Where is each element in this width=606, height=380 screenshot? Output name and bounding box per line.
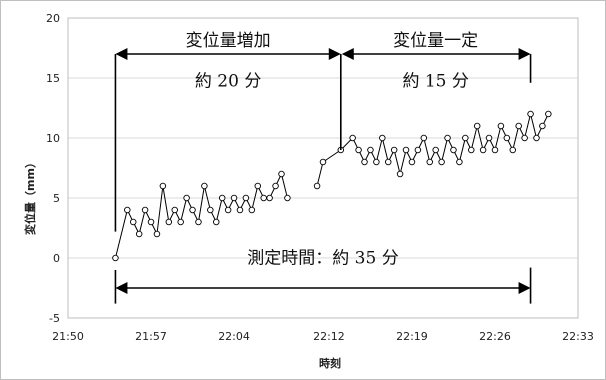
- data-point: [201, 182, 208, 190]
- data-point: [171, 206, 178, 214]
- data-point: [414, 146, 422, 154]
- data-point: [141, 206, 149, 214]
- data-point: [129, 218, 137, 226]
- data-point: [503, 134, 511, 142]
- data-point: [236, 206, 244, 214]
- x-tick-label: 22:04: [218, 330, 250, 343]
- data-point: [473, 122, 481, 130]
- data-point: [468, 146, 475, 154]
- x-tick-label: 22:33: [562, 330, 594, 343]
- data-point: [189, 206, 196, 214]
- data-point: [402, 146, 410, 154]
- series-layer: [112, 110, 552, 262]
- increase-label: 変位量増加: [186, 31, 271, 51]
- data-point: [135, 230, 143, 238]
- data-point: [384, 158, 392, 166]
- data-point: [124, 206, 131, 214]
- data-point: [438, 158, 445, 166]
- constant-arrow-head-left: [341, 48, 354, 60]
- x-tick-label: 21:50: [52, 330, 84, 343]
- y-tick-label: -5: [49, 312, 60, 325]
- data-point: [426, 158, 433, 166]
- data-point: [533, 134, 540, 142]
- data-point: [147, 218, 155, 226]
- data-point: [396, 170, 404, 178]
- data-point: [112, 254, 119, 262]
- data-point: [278, 170, 285, 178]
- data-point: [432, 146, 439, 154]
- x-tick-label: 22:19: [396, 330, 428, 343]
- data-point: [497, 122, 505, 130]
- data-point: [349, 134, 356, 142]
- data-point: [207, 206, 214, 214]
- data-point: [313, 182, 321, 190]
- y-tick-label: 0: [53, 252, 60, 265]
- data-point: [485, 134, 493, 142]
- data-point: [213, 218, 220, 226]
- increase-duration-label: 約 20 分: [195, 71, 261, 91]
- data-point: [242, 194, 250, 202]
- data-point: [165, 218, 173, 226]
- data-point: [491, 146, 499, 154]
- series-0: [112, 110, 552, 262]
- data-point: [515, 122, 522, 130]
- increase-arrow-head-right: [328, 48, 341, 60]
- y-tick-label: 15: [46, 72, 60, 85]
- x-tick-label: 22:26: [479, 330, 511, 343]
- y-tick-label: 10: [46, 132, 60, 145]
- data-point: [319, 158, 327, 166]
- data-point: [183, 194, 190, 202]
- data-point: [373, 158, 380, 166]
- y-tick-label: 20: [46, 12, 60, 25]
- increase-arrow-head-left: [115, 48, 128, 60]
- data-point: [153, 230, 161, 238]
- data-point: [248, 206, 256, 214]
- x-tick-label: 21:57: [135, 330, 167, 343]
- data-point: [462, 134, 469, 142]
- data-point: [408, 158, 416, 166]
- data-point: [266, 194, 273, 202]
- data-point: [260, 194, 267, 202]
- constant-duration-label: 約 15 分: [402, 71, 468, 91]
- data-point: [450, 146, 457, 154]
- data-point: [218, 194, 226, 202]
- axes: -5 0 5 10 15 20 21:50 21:57 22:04 22:12 22:19 22:26…: [46, 12, 594, 343]
- y-axis-title: 変位量（mm）: [23, 157, 37, 235]
- data-point: [230, 194, 238, 202]
- data-point: [456, 158, 463, 166]
- data-point: [177, 218, 184, 226]
- data-point: [539, 122, 546, 130]
- data-point: [479, 146, 487, 154]
- constant-arrow-head-right: [518, 48, 531, 60]
- data-point: [367, 146, 374, 154]
- data-point: [379, 134, 386, 142]
- x-axis-title: 時刻: [319, 356, 341, 370]
- total-duration-label: 測定時間：約 35 分: [247, 249, 398, 269]
- total-arrow-head-left: [115, 282, 128, 294]
- data-point: [509, 146, 517, 154]
- data-point: [254, 182, 262, 190]
- data-point: [355, 146, 362, 154]
- x-tick-label: 22:12: [313, 330, 345, 343]
- data-point: [361, 158, 368, 166]
- constant-label: 変位量一定: [393, 31, 478, 51]
- data-point: [527, 110, 534, 118]
- plot-area-border: [67, 17, 579, 319]
- data-point: [444, 134, 451, 142]
- data-point: [224, 206, 232, 214]
- data-point: [420, 134, 428, 142]
- data-point: [521, 134, 528, 142]
- data-point: [284, 194, 291, 202]
- data-point: [195, 218, 202, 226]
- y-tick-label: 5: [53, 192, 60, 205]
- data-point: [272, 182, 279, 190]
- data-point: [159, 182, 167, 190]
- total-arrow-head-right: [518, 282, 531, 294]
- data-point: [545, 110, 552, 118]
- data-point: [390, 146, 398, 154]
